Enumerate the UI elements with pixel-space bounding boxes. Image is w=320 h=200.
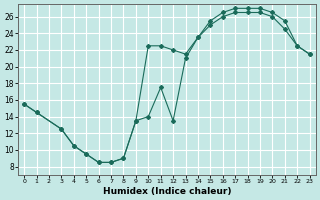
- X-axis label: Humidex (Indice chaleur): Humidex (Indice chaleur): [103, 187, 231, 196]
